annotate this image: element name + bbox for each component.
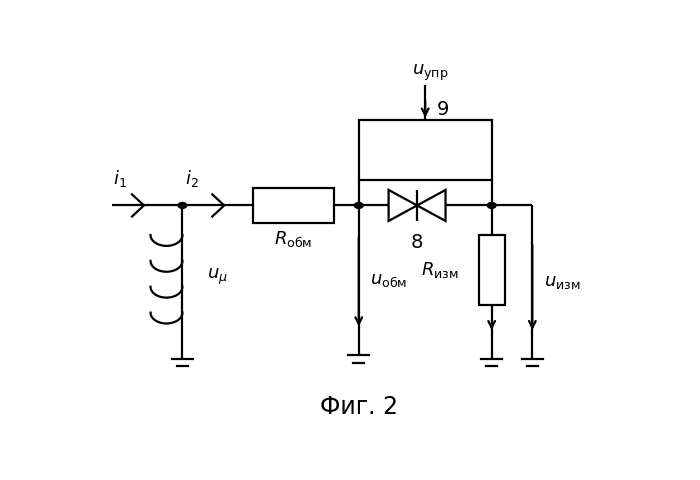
Text: $\mathit{R}_{\rm изм}$: $\mathit{R}_{\rm изм}$ bbox=[421, 260, 459, 280]
Bar bbox=[253, 188, 335, 223]
Text: $\mathit{i}_2$: $\mathit{i}_2$ bbox=[185, 168, 199, 189]
Text: $\mathit{R}_{\rm обм}$: $\mathit{R}_{\rm обм}$ bbox=[274, 229, 313, 250]
Circle shape bbox=[354, 203, 363, 208]
Text: Фиг. 2: Фиг. 2 bbox=[320, 395, 398, 419]
Polygon shape bbox=[417, 190, 446, 221]
Text: $\mathit{u}_{\rm обм}$: $\mathit{u}_{\rm обм}$ bbox=[370, 271, 407, 289]
Circle shape bbox=[487, 203, 496, 208]
Bar bbox=[479, 235, 505, 305]
Polygon shape bbox=[389, 190, 417, 221]
Text: 9: 9 bbox=[437, 99, 449, 119]
Bar bbox=[358, 120, 491, 180]
Text: $\mathit{u}_{\mu}$: $\mathit{u}_{\mu}$ bbox=[207, 266, 228, 287]
Text: $\mathit{i}_1$: $\mathit{i}_1$ bbox=[113, 168, 127, 189]
Text: 8: 8 bbox=[411, 233, 424, 252]
Text: $\mathit{u}_{\rm изм}$: $\mathit{u}_{\rm изм}$ bbox=[544, 273, 580, 291]
Text: $\mathit{u}_{\rm упр}$: $\mathit{u}_{\rm упр}$ bbox=[412, 63, 449, 84]
Circle shape bbox=[178, 203, 187, 208]
